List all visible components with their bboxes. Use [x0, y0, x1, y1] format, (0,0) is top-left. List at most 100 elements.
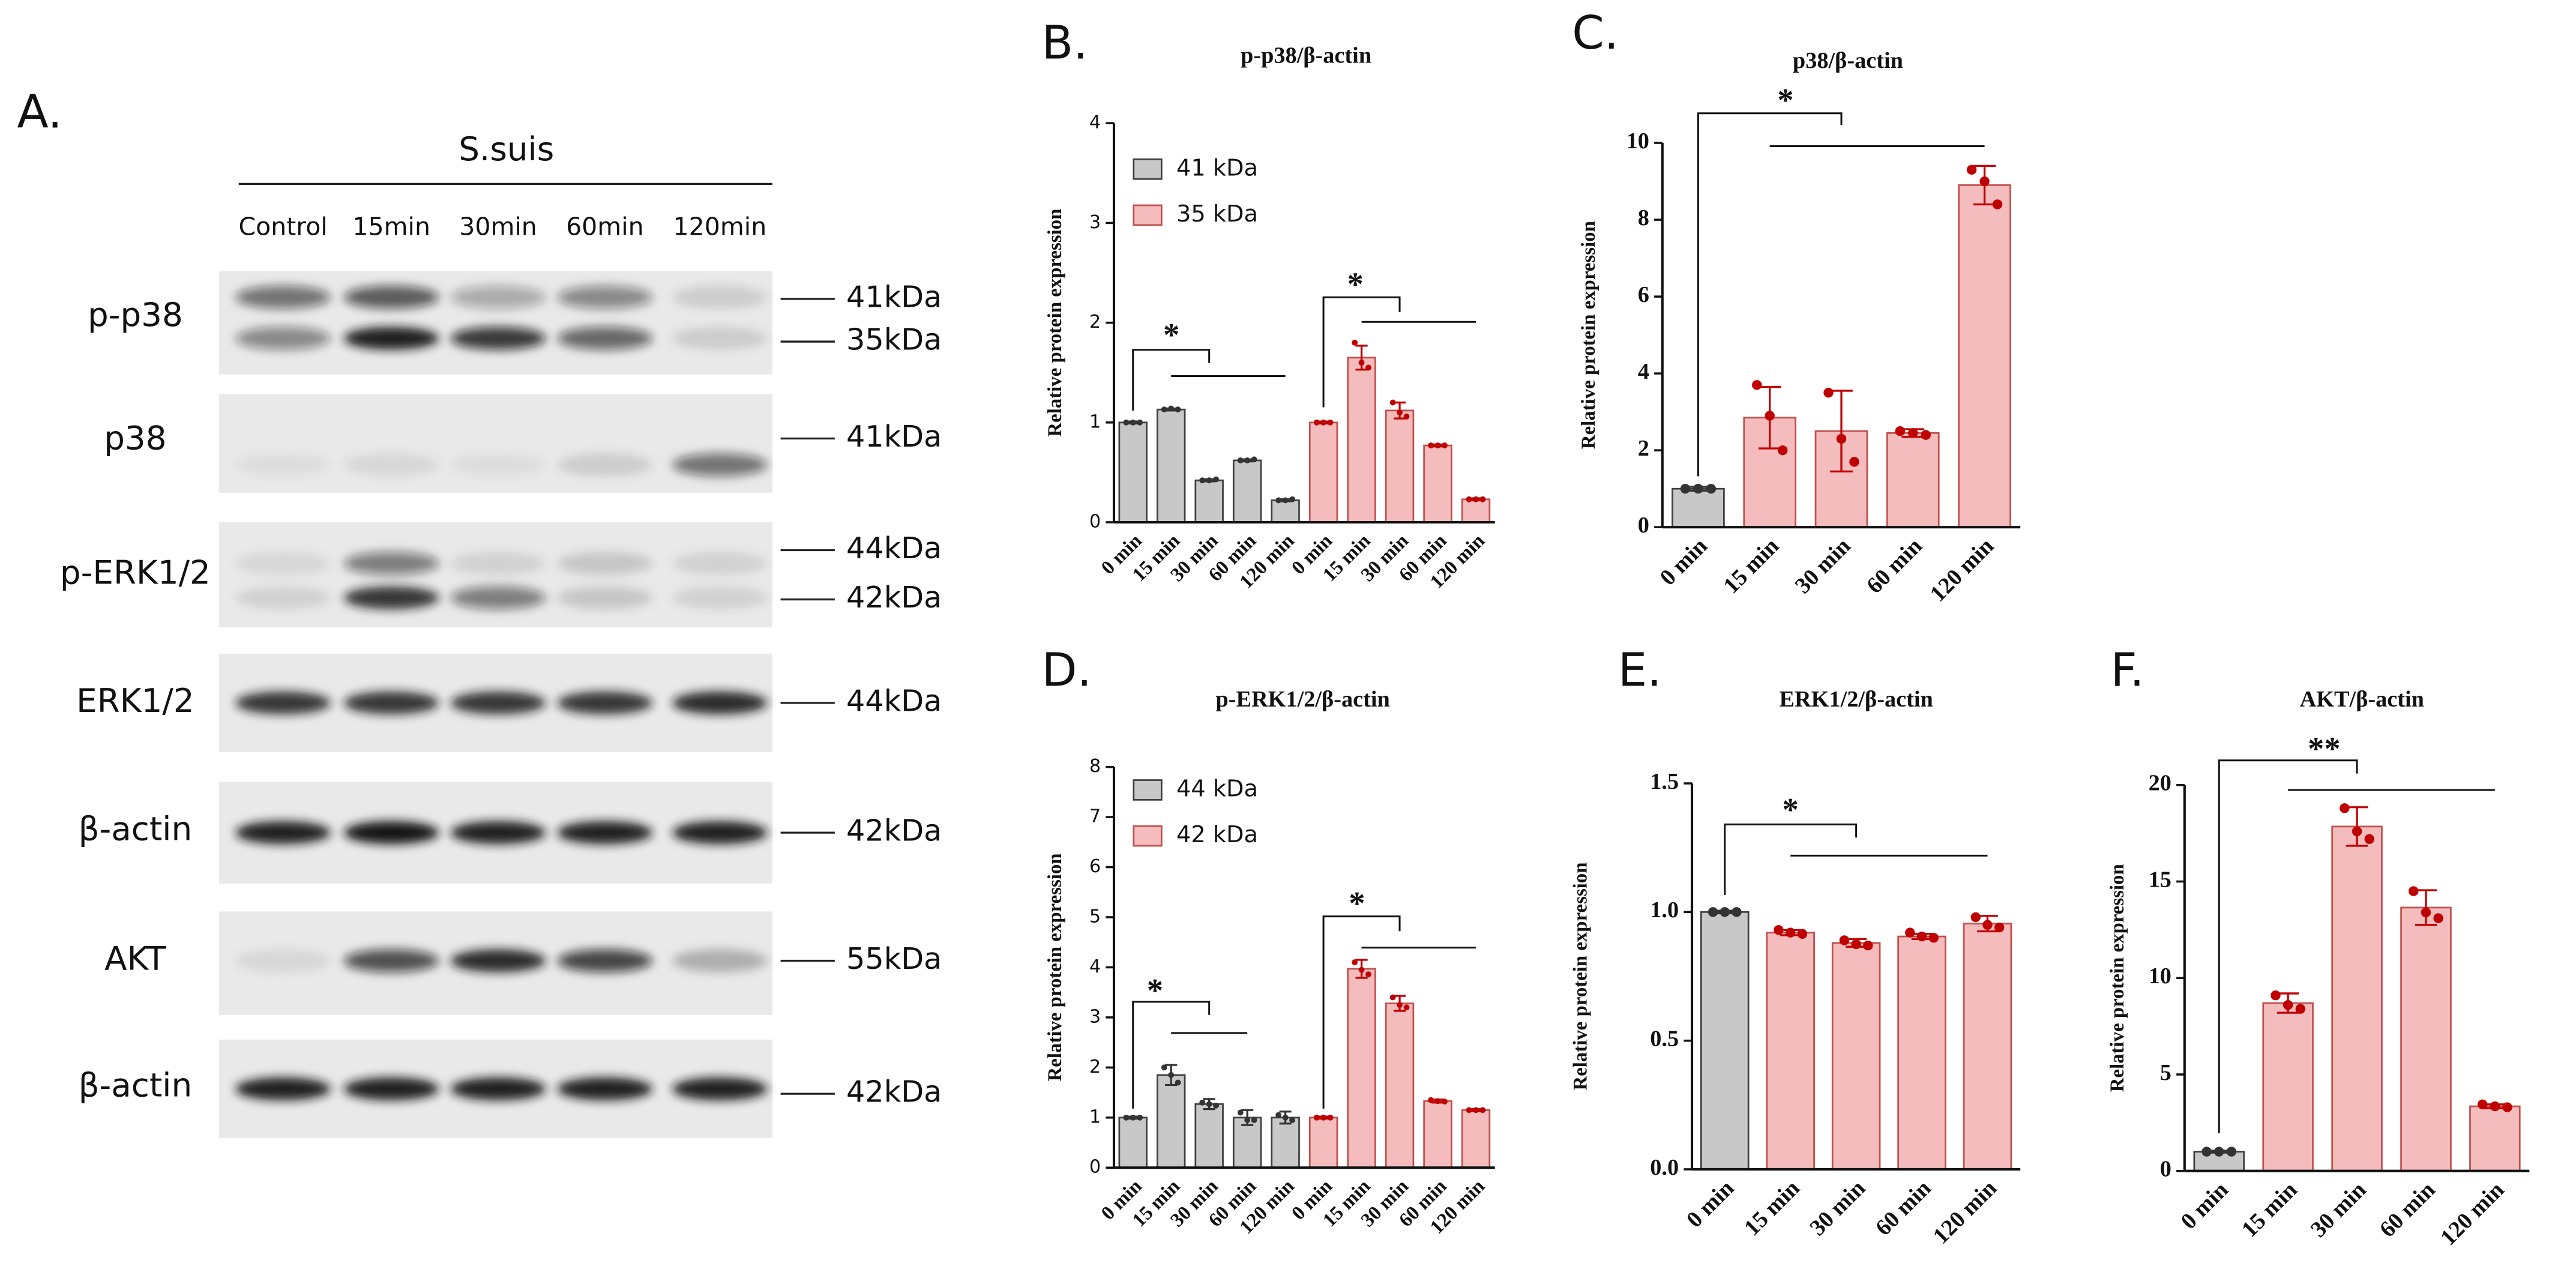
bar [1194, 479, 1224, 523]
data-point [1130, 419, 1136, 426]
bar [1423, 1100, 1452, 1169]
blot-band [343, 1077, 439, 1101]
x-tick-label: 60 min [1871, 1175, 1936, 1241]
significance-bracket [1322, 915, 1401, 1109]
data-point [1244, 1117, 1251, 1123]
significance-mark: * [1349, 885, 1365, 921]
data-point [1916, 931, 1927, 942]
data-point [1161, 1064, 1167, 1071]
panel-label: A. [17, 86, 62, 139]
data-point [1908, 428, 1918, 438]
data-point [1473, 496, 1479, 502]
data-point [1168, 405, 1175, 412]
bar [1308, 421, 1338, 523]
data-point [1928, 932, 1939, 943]
x-tick-label: 0 min [1682, 1175, 1739, 1232]
data-point [1199, 1099, 1206, 1106]
legend-swatch [1133, 779, 1163, 801]
data-point [1199, 477, 1206, 484]
y-tick-label: 0.0 [1650, 1155, 1679, 1180]
y-tick-label: 20 [2149, 771, 2171, 796]
y-tick-label: 4 [1089, 956, 1101, 977]
significance-mark: * [1163, 316, 1179, 353]
significance-mark: * [1347, 265, 1363, 302]
data-point [1428, 1097, 1434, 1103]
data-point [1358, 966, 1365, 973]
data-point [1237, 1109, 1244, 1116]
data-point [1137, 419, 1143, 426]
x-tick-label: 120 min [1928, 1175, 2002, 1249]
x-tick-label: 0 min [1655, 533, 1712, 590]
y-tick-label: 7 [1089, 806, 1101, 827]
row-label: AKT [104, 939, 166, 978]
data-point [2226, 1147, 2237, 1157]
data-point [1206, 477, 1212, 484]
blot-band [343, 327, 439, 350]
blot-band [343, 691, 439, 715]
data-point [1970, 912, 1981, 923]
data-point [1389, 994, 1396, 1001]
data-point [1785, 927, 1796, 938]
blot-band [557, 327, 653, 350]
data-point [1797, 929, 1808, 939]
x-tick-label: 15 min [1739, 1175, 1805, 1241]
y-tick-label: 1.5 [1650, 769, 1679, 794]
data-point [1706, 483, 1717, 494]
data-point [1352, 339, 1358, 346]
data-point [1732, 907, 1742, 917]
data-point [1275, 1112, 1282, 1118]
data-point [1123, 419, 1130, 426]
x-tick-label: 0 min [2176, 1177, 2233, 1234]
data-point [1921, 430, 1931, 440]
data-point [1168, 1072, 1175, 1078]
data-point [2201, 1147, 2212, 1157]
blot-band [235, 821, 331, 845]
data-point [1213, 476, 1220, 483]
lane-label: 30min [459, 212, 537, 241]
y-tick-label: 3 [1089, 1006, 1101, 1027]
data-point [1466, 1107, 1472, 1114]
data-point [2340, 803, 2350, 813]
data-point [1389, 399, 1396, 406]
marker-label: 42kDa [846, 1075, 942, 1109]
bar [2469, 1105, 2521, 1172]
y-tick-label: 2 [1089, 312, 1101, 333]
bar [1423, 444, 1452, 523]
data-point [1251, 456, 1257, 463]
data-point [1895, 426, 1906, 436]
bar [1118, 421, 1148, 523]
y-tick-label: 0.5 [1650, 1026, 1679, 1051]
significance-mark: * [1777, 82, 1793, 118]
x-tick-label: 120 min [1925, 533, 1999, 606]
data-point [1282, 497, 1289, 504]
legend-swatch [1133, 158, 1163, 180]
x-tick-label: 15 min [1719, 533, 1784, 598]
blot-band [672, 586, 768, 610]
data-point [2409, 886, 2419, 896]
y-axis-label: Relative protein expression [2107, 864, 2128, 1092]
data-point [2421, 907, 2431, 918]
data-point [1403, 1004, 1410, 1011]
lane-label: 60min [566, 212, 644, 241]
data-point [2490, 1101, 2500, 1112]
significance-bracket [1132, 349, 1211, 411]
data-point [1365, 364, 1371, 371]
bar [1156, 1074, 1186, 1169]
y-axis-label: Relative protein expression [1044, 209, 1066, 437]
marker-label: 41kDa [846, 419, 942, 454]
data-point [1752, 380, 1762, 390]
error-bar [1355, 345, 1368, 371]
data-point [1358, 360, 1365, 366]
bar [1958, 184, 2011, 528]
y-tick-label: 1 [1089, 1106, 1101, 1127]
row-label: p-ERK1/2 [60, 553, 211, 592]
blot-band [557, 949, 653, 972]
x-tick-label: 30 min [1805, 1175, 1870, 1241]
data-point [1137, 1114, 1143, 1121]
blot-band [450, 327, 546, 350]
y-tick-label: 2 [1089, 1056, 1101, 1078]
data-point [1175, 406, 1181, 413]
data-point [1720, 907, 1730, 917]
y-tick-label: 10 [1627, 128, 1649, 154]
